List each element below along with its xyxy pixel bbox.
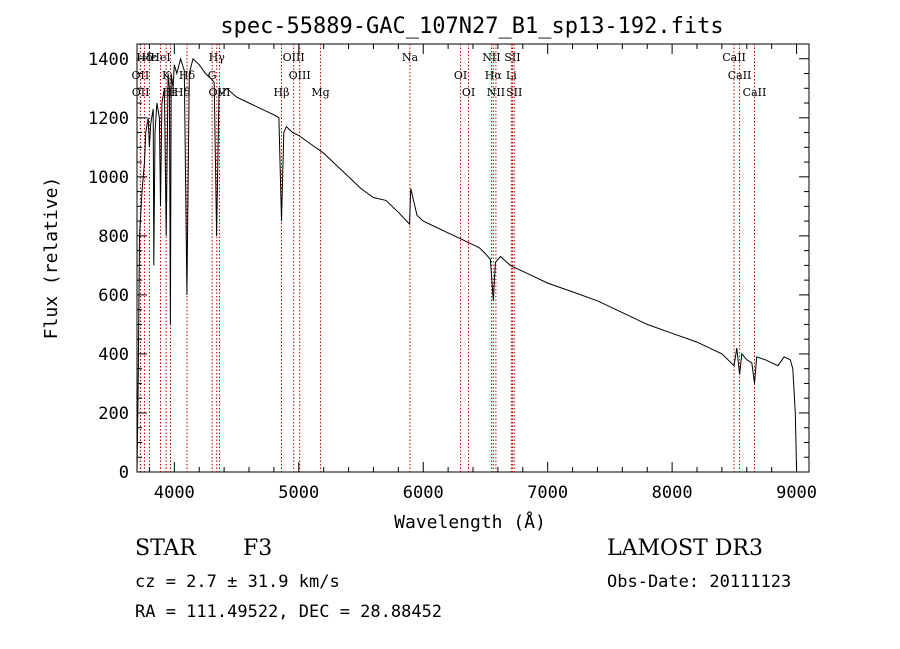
spectrum-line	[136, 56, 798, 473]
y-tick-label-5: 1000	[88, 168, 129, 188]
line-label-18: NII	[482, 51, 500, 64]
plot-frame	[136, 43, 810, 473]
y-tick-label-1: 200	[98, 404, 129, 424]
redshift-info: cz = 2.7 ± 31.9 km/s	[135, 572, 340, 592]
line-label-9: Hγ	[209, 51, 226, 64]
line-label-0: Hδ	[136, 51, 153, 64]
x-axis-ticks: 4000 5000 6000 7000 8000 9000	[148, 44, 817, 503]
y-tick-label-3: 600	[98, 286, 129, 306]
x-tick-label-5: 9000	[776, 483, 817, 503]
x-tick-label-2: 6000	[403, 483, 444, 503]
y-tick-label-0: 0	[119, 463, 129, 483]
line-label-11: Hβ	[274, 86, 290, 99]
line-label-6: HeI	[150, 51, 170, 64]
coordinates: RA = 111.49522, DEC = 28.88452	[135, 602, 443, 622]
line-label-20: NII	[487, 86, 505, 99]
line-label-10: G	[208, 69, 217, 82]
line-label-4: K	[162, 69, 171, 82]
line-label-extra-0: Hε	[162, 86, 178, 99]
line-label-1: OII	[132, 69, 150, 82]
line-label-2: OII	[132, 86, 150, 99]
spectral-line-labels: HδOIIOIIHεKHHeIHδOIIIHγGHβOIIIOIIIMgNaOI…	[132, 51, 767, 99]
line-label-25: CaII	[728, 69, 752, 82]
chart-title: spec-55889-GAC_107N27_B1_sp13-192.fits	[220, 14, 723, 39]
line-label-5: H	[166, 86, 176, 99]
y-axis-ticks: 0 200 400 600 800 1000 1200 1400	[88, 43, 809, 483]
y-tick-label-4: 800	[98, 227, 129, 247]
line-label-17: OI	[462, 86, 475, 99]
line-label-26: CaII	[743, 86, 767, 99]
subclass: F3	[243, 536, 273, 561]
y-tick-label-6: 1200	[88, 109, 129, 129]
line-label-24: CaII	[722, 51, 746, 64]
x-tick-label-3: 7000	[527, 483, 568, 503]
spectral-line-markers	[139, 44, 755, 472]
line-label-14: Mg	[311, 86, 329, 99]
y-tick-label-7: 1400	[88, 50, 129, 70]
object-class: STAR	[135, 536, 196, 561]
x-tick-label-1: 5000	[278, 483, 319, 503]
line-label-19: Hα	[485, 69, 503, 82]
x-axis-label: Wavelength (Å)	[394, 511, 546, 533]
line-label-7: Hδ	[179, 69, 196, 82]
line-label-16: OI	[454, 69, 467, 82]
line-label-15: Na	[402, 51, 419, 64]
survey-name: LAMOST DR3	[607, 536, 763, 561]
x-tick-label-0: 4000	[154, 483, 195, 503]
obs-date: Obs-Date: 20111123	[607, 572, 792, 592]
line-label-extra-1: Hδ	[174, 86, 191, 99]
x-tick-label-4: 8000	[652, 483, 693, 503]
line-label-3: Hε	[142, 51, 158, 64]
line-label-12: OIII	[283, 51, 305, 64]
line-label-22: Li	[506, 69, 517, 82]
y-tick-label-2: 400	[98, 345, 129, 365]
line-label-21: SII	[504, 51, 520, 64]
line-label-23: SII	[506, 86, 522, 99]
y-axis-label: Flux (relative)	[41, 177, 62, 340]
line-label-13: OIII	[289, 69, 311, 82]
